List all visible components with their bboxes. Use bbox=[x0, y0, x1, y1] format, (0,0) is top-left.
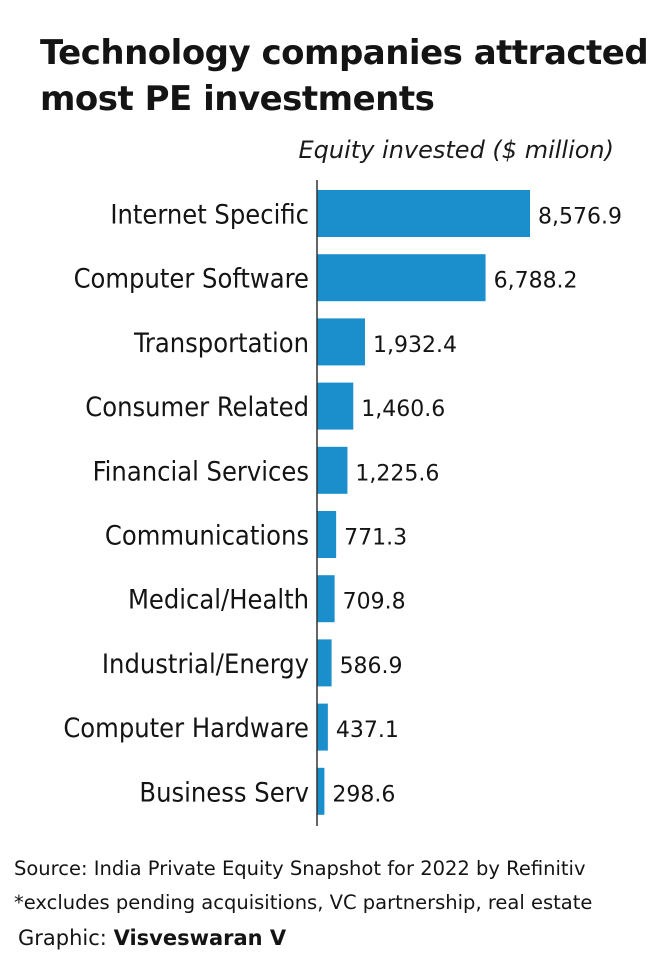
category-label: Medical/Health bbox=[128, 585, 309, 616]
value-label: 1,460.6 bbox=[361, 397, 445, 422]
bars-group: Internet Specific 8,576.9 Computer Softwar… bbox=[63, 190, 622, 815]
chart-subtitle: Equity invested ($ million) bbox=[298, 136, 614, 164]
source-note: Source: India Private Equity Snapshot fo… bbox=[14, 852, 592, 920]
value-label: 771.3 bbox=[344, 526, 407, 551]
value-label: 1,225.6 bbox=[355, 461, 439, 486]
graphic-credit: Graphic: Visveswaran V bbox=[18, 926, 286, 950]
category-label: Business Serv bbox=[139, 777, 309, 808]
value-label: 586.9 bbox=[340, 654, 403, 679]
category-label: Transportation bbox=[133, 328, 309, 359]
bar-5 bbox=[317, 511, 337, 558]
bar-1 bbox=[317, 254, 486, 302]
category-label: Industrial/Energy bbox=[102, 649, 309, 680]
category-label: Financial Services bbox=[93, 456, 309, 487]
value-label: 1,932.4 bbox=[373, 333, 457, 358]
bar-2 bbox=[317, 318, 365, 366]
bar-4 bbox=[317, 446, 348, 494]
category-label: Communications bbox=[105, 521, 309, 552]
value-label: 8,576.9 bbox=[538, 205, 622, 230]
category-label: Computer Software bbox=[74, 264, 309, 295]
bar-9 bbox=[317, 767, 325, 815]
chart-title: Technology companies attracted most PE i… bbox=[40, 33, 649, 119]
footnote-text: *excludes pending acquisitions, VC partn… bbox=[14, 891, 593, 914]
value-label: 437.1 bbox=[336, 718, 399, 743]
bar-8 bbox=[317, 703, 328, 751]
value-label: 6,788.2 bbox=[494, 269, 578, 294]
category-label: Consumer Related bbox=[85, 392, 309, 423]
bar-3 bbox=[317, 382, 354, 430]
value-label: 709.8 bbox=[343, 590, 406, 615]
credit-author: Visveswaran V bbox=[113, 926, 287, 950]
value-label: 298.6 bbox=[332, 782, 395, 807]
category-label: Internet Specific bbox=[110, 200, 309, 231]
credit-label: Graphic: bbox=[18, 926, 107, 950]
category-label: Computer Hardware bbox=[63, 713, 309, 744]
bar-7 bbox=[317, 639, 332, 687]
source-text: Source: India Private Equity Snapshot fo… bbox=[14, 857, 586, 880]
bar-6 bbox=[317, 575, 335, 623]
bar-0 bbox=[317, 190, 530, 237]
